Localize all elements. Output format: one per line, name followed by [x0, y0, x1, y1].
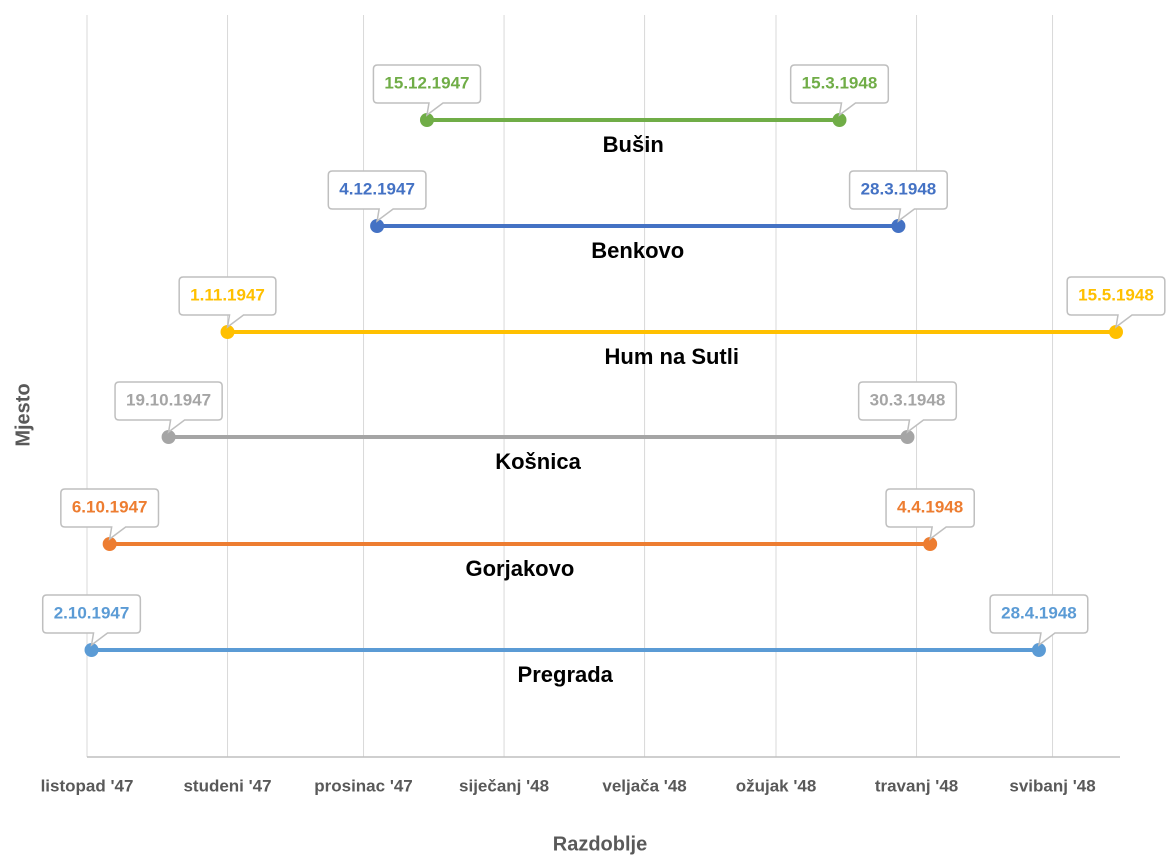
x-tick-label: siječanj '48: [459, 776, 549, 795]
data-label: 28.4.1948: [989, 594, 1089, 647]
label-box: [114, 381, 223, 434]
label-box: [41, 594, 142, 647]
data-label: 4.4.1948: [885, 488, 975, 541]
series-name: Hum na Sutli: [605, 344, 739, 369]
y-axis-title: Mjesto: [12, 383, 34, 446]
range-endpoint: [923, 537, 938, 551]
series-name: Benkovo: [591, 238, 684, 263]
series-name: Pregrada: [518, 662, 614, 687]
x-tick-label: svibanj '48: [1009, 776, 1095, 795]
range-endpoint: [220, 325, 235, 339]
label-box: [857, 381, 958, 434]
x-tick-label: veljača '48: [602, 776, 686, 795]
data-label: 2.10.1947: [41, 594, 142, 647]
data-label: 15.12.1947: [372, 64, 482, 117]
data-label: 6.10.1947: [60, 488, 160, 541]
data-label: 15.5.1948: [1066, 276, 1166, 329]
range-endpoint: [370, 219, 385, 233]
series-name: Gorjakovo: [465, 556, 574, 581]
label-box: [989, 594, 1089, 647]
data-label-text: 28.3.1948: [861, 179, 937, 198]
data-label-text: 28.4.1948: [1001, 603, 1077, 622]
data-label: 15.3.1948: [789, 64, 890, 117]
range-endpoint: [891, 219, 906, 233]
label-box: [372, 64, 482, 117]
data-label-text: 4.12.1947: [339, 179, 415, 198]
data-label-text: 15.5.1948: [1078, 285, 1154, 304]
range-endpoint: [900, 430, 915, 444]
range-endpoint: [1109, 325, 1123, 339]
x-tick-label: prosinac '47: [314, 776, 413, 795]
data-label: 28.3.1948: [848, 170, 948, 223]
grid: [86, 15, 1054, 757]
x-tick-label: listopad '47: [41, 776, 134, 795]
data-label: 30.3.1948: [857, 381, 958, 434]
range-endpoint: [832, 113, 847, 127]
data-label: 4.12.1947: [327, 170, 427, 223]
data-label-text: 15.3.1948: [802, 73, 878, 92]
data-label-text: 2.10.1947: [54, 603, 130, 622]
label-box: [178, 276, 277, 329]
series-name: Košnica: [495, 449, 581, 474]
data-label: 1.11.1947: [178, 276, 277, 329]
label-box: [848, 170, 948, 223]
label-box: [1066, 276, 1166, 329]
series-name: Bušin: [603, 132, 664, 157]
data-label-text: 15.12.1947: [384, 73, 469, 92]
label-box: [789, 64, 890, 117]
x-tick-label: ožujak '48: [736, 776, 817, 795]
range-endpoint: [102, 537, 117, 551]
data-label-text: 30.3.1948: [870, 390, 946, 409]
label-box: [327, 170, 427, 223]
x-tick-label: studeni '47: [183, 776, 271, 795]
data-label-text: 4.4.1948: [897, 497, 963, 516]
range-endpoint: [1031, 643, 1046, 657]
x-tick-label: travanj '48: [875, 776, 958, 795]
label-box: [60, 488, 160, 541]
data-label-text: 1.11.1947: [190, 285, 265, 304]
data-label-text: 6.10.1947: [72, 497, 148, 516]
data-label-text: 19.10.1947: [126, 390, 211, 409]
range-endpoint: [161, 430, 176, 444]
range-endpoint: [419, 113, 434, 127]
range-endpoint: [84, 643, 99, 657]
x-axis-title: Razdoblje: [553, 833, 647, 855]
data-label: 19.10.1947: [114, 381, 223, 434]
label-box: [885, 488, 975, 541]
